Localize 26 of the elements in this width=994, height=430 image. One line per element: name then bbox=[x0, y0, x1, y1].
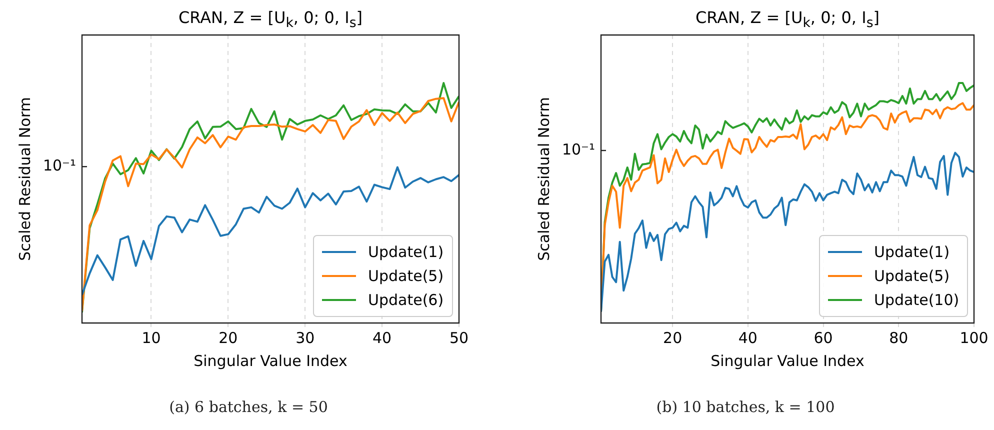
x-axis-title: Singular Value Index bbox=[710, 352, 865, 370]
text: (a) 6 batches, k = 50 bbox=[168, 398, 329, 416]
legend-label: Update(5) bbox=[368, 267, 444, 285]
x-tick-label: 100 bbox=[960, 328, 988, 347]
text: 10⁻¹ bbox=[42, 156, 76, 175]
x-tick-label: 20 bbox=[218, 328, 238, 347]
x-tick-label: 10 bbox=[142, 328, 161, 347]
x-tick-label: 30 bbox=[296, 328, 315, 347]
text: 10⁻¹ bbox=[562, 140, 595, 158]
legend-label: Update(1) bbox=[874, 243, 950, 261]
legend-label: Update(10) bbox=[874, 291, 960, 309]
chart-title: CRAN, Z = [U$_{k}$, 0; 0, I$_{s}$] bbox=[694, 8, 881, 32]
x-tick-label: 50 bbox=[449, 328, 469, 347]
x-tick-label: 40 bbox=[372, 328, 392, 347]
legend-label: Update(6) bbox=[368, 291, 444, 309]
x-tick-label: 40 bbox=[738, 328, 758, 347]
chart-title: CRAN, Z = [U$_{k}$, 0; 0, I$_{s}$] bbox=[177, 8, 364, 32]
x-tick-label: 20 bbox=[663, 328, 682, 347]
legend-label: Update(1) bbox=[368, 243, 444, 261]
y-axis-title: Scaled Residual Norm bbox=[16, 97, 34, 261]
legend-label: Update(5) bbox=[874, 267, 950, 285]
y-axis-title: Scaled Residual Norm bbox=[534, 97, 553, 261]
text: (b) 10 batches, k = 100 bbox=[655, 398, 836, 416]
x-tick-label: 80 bbox=[889, 328, 908, 347]
x-tick-label: 60 bbox=[814, 328, 833, 347]
x-axis-title: Singular Value Index bbox=[194, 352, 348, 370]
